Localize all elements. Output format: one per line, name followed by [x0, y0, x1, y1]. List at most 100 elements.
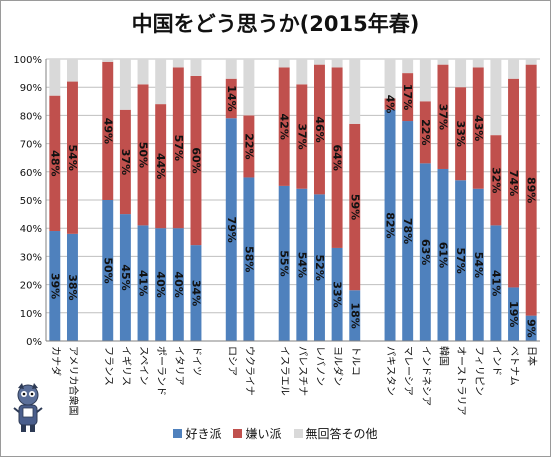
y-tick-label: 60% — [20, 168, 42, 179]
x-tick-label: 日本 — [526, 346, 539, 366]
bar-favorable — [349, 290, 361, 341]
data-label-favorable: 19% — [507, 301, 520, 327]
bar-favorable — [437, 168, 449, 341]
data-label-unfavorable: 37% — [436, 104, 449, 130]
bar-unfavorable — [349, 123, 361, 291]
bar-other — [137, 59, 149, 85]
data-label-favorable: 79% — [225, 216, 238, 242]
chart-title: 中国をどう思うか(2015年春) — [131, 12, 420, 36]
x-tick-label: ベトナム — [508, 346, 520, 386]
x-tick-label: パキスタン — [385, 346, 397, 396]
x-tick-label: ドイツ — [190, 346, 201, 376]
bar-other — [278, 59, 290, 68]
x-tick-label: ウクライナ — [243, 346, 255, 396]
x-tick-label: ヨルダン — [332, 346, 345, 386]
bar-favorable — [472, 188, 484, 341]
y-tick-label: 90% — [20, 83, 42, 94]
data-label-favorable: 41% — [489, 270, 502, 296]
bar-other — [402, 59, 414, 74]
data-label-unfavorable: 46% — [313, 116, 326, 142]
data-label-favorable: 33% — [331, 281, 344, 307]
bar-unfavorable — [472, 67, 484, 189]
bar-unfavorable — [490, 135, 502, 226]
x-tick-label: フィリピン — [473, 346, 485, 396]
data-label-unfavorable: 49% — [101, 118, 114, 144]
bar-unfavorable — [225, 78, 237, 119]
bar-other — [119, 59, 131, 110]
y-tick-label: 10% — [20, 309, 42, 320]
bar-favorable — [102, 200, 114, 341]
data-label-unfavorable: 33% — [454, 121, 467, 147]
bar-other — [490, 59, 502, 136]
x-tick-label: イタリア — [173, 346, 185, 386]
bar-other — [190, 59, 202, 76]
data-label-unfavorable: 4% — [384, 95, 397, 114]
data-label-unfavorable: 74% — [507, 170, 520, 196]
x-tick-label: オーストラリア — [455, 346, 467, 416]
x-tick-label: フランス — [102, 346, 114, 386]
data-label-unfavorable: 48% — [48, 150, 61, 176]
bar-other — [172, 59, 184, 68]
x-tick-label: イスラエル — [279, 346, 291, 396]
bar-other — [419, 59, 431, 102]
bar-favorable — [296, 188, 308, 341]
data-label-favorable: 38% — [66, 274, 79, 300]
data-label-unfavorable: 22% — [242, 133, 255, 159]
bar-favorable — [331, 247, 343, 341]
data-label-unfavorable: 14% — [225, 85, 238, 111]
bar-unfavorable — [243, 115, 255, 178]
data-label-unfavorable: 17% — [401, 84, 414, 110]
bar-unfavorable — [296, 84, 308, 189]
bar-favorable — [190, 245, 202, 341]
bar-other — [349, 59, 361, 124]
legend-item-unfavorable: 嫌い派 — [233, 425, 282, 442]
data-label-unfavorable: 22% — [419, 119, 432, 145]
bar-other — [225, 59, 237, 79]
x-tick-label: ロシア — [226, 346, 237, 376]
data-label-unfavorable: 44% — [154, 153, 167, 179]
bar-unfavorable — [172, 67, 184, 229]
bar-favorable — [137, 225, 149, 341]
bar-unfavorable — [119, 109, 131, 215]
bar-other — [384, 59, 396, 99]
y-tick-label: 0% — [26, 337, 42, 348]
data-label-favorable: 57% — [454, 247, 467, 273]
bar-favorable — [66, 233, 78, 341]
x-tick-label: インドネシア — [420, 346, 432, 406]
legend-item-other: 無回答その他 — [293, 425, 378, 442]
bar-favorable — [243, 177, 255, 341]
bar-other — [243, 59, 255, 116]
x-tick-label: 韓国 — [437, 346, 449, 366]
data-label-unfavorable: 50% — [137, 142, 150, 168]
legend: 好き派 嫌い派 無回答その他 — [0, 425, 551, 442]
x-tick-label: ポーランド — [155, 346, 167, 396]
bar-unfavorable — [137, 84, 149, 226]
bar-unfavorable — [155, 104, 167, 229]
bar-unfavorable — [331, 67, 343, 248]
data-label-favorable: 45% — [119, 264, 132, 290]
data-label-favorable: 18% — [348, 302, 361, 328]
bar-favorable — [508, 287, 520, 341]
data-label-favorable: 55% — [278, 250, 291, 276]
y-tick-label: 30% — [20, 252, 42, 263]
bar-other — [508, 59, 520, 79]
data-label-favorable: 34% — [189, 280, 202, 306]
data-label-unfavorable: 57% — [172, 135, 185, 161]
data-label-favorable: 50% — [101, 257, 114, 283]
data-label-favorable: 58% — [242, 246, 255, 272]
data-label-unfavorable: 59% — [348, 194, 361, 220]
bar-other — [437, 59, 449, 65]
data-label-unfavorable: 60% — [189, 147, 202, 173]
x-tick-label: トルコ — [349, 346, 360, 376]
data-label-favorable: 78% — [401, 218, 414, 244]
mascot-icon — [13, 383, 43, 432]
bar-favorable — [155, 228, 167, 341]
y-tick-label: 50% — [20, 196, 42, 207]
data-label-favorable: 61% — [436, 242, 449, 268]
legend-swatch-favorable — [173, 429, 183, 438]
bar-favorable — [313, 194, 325, 341]
bar-favorable — [172, 228, 184, 341]
bar-other — [331, 59, 343, 68]
x-tick-label: インド — [490, 346, 501, 376]
data-label-favorable: 54% — [295, 252, 308, 278]
